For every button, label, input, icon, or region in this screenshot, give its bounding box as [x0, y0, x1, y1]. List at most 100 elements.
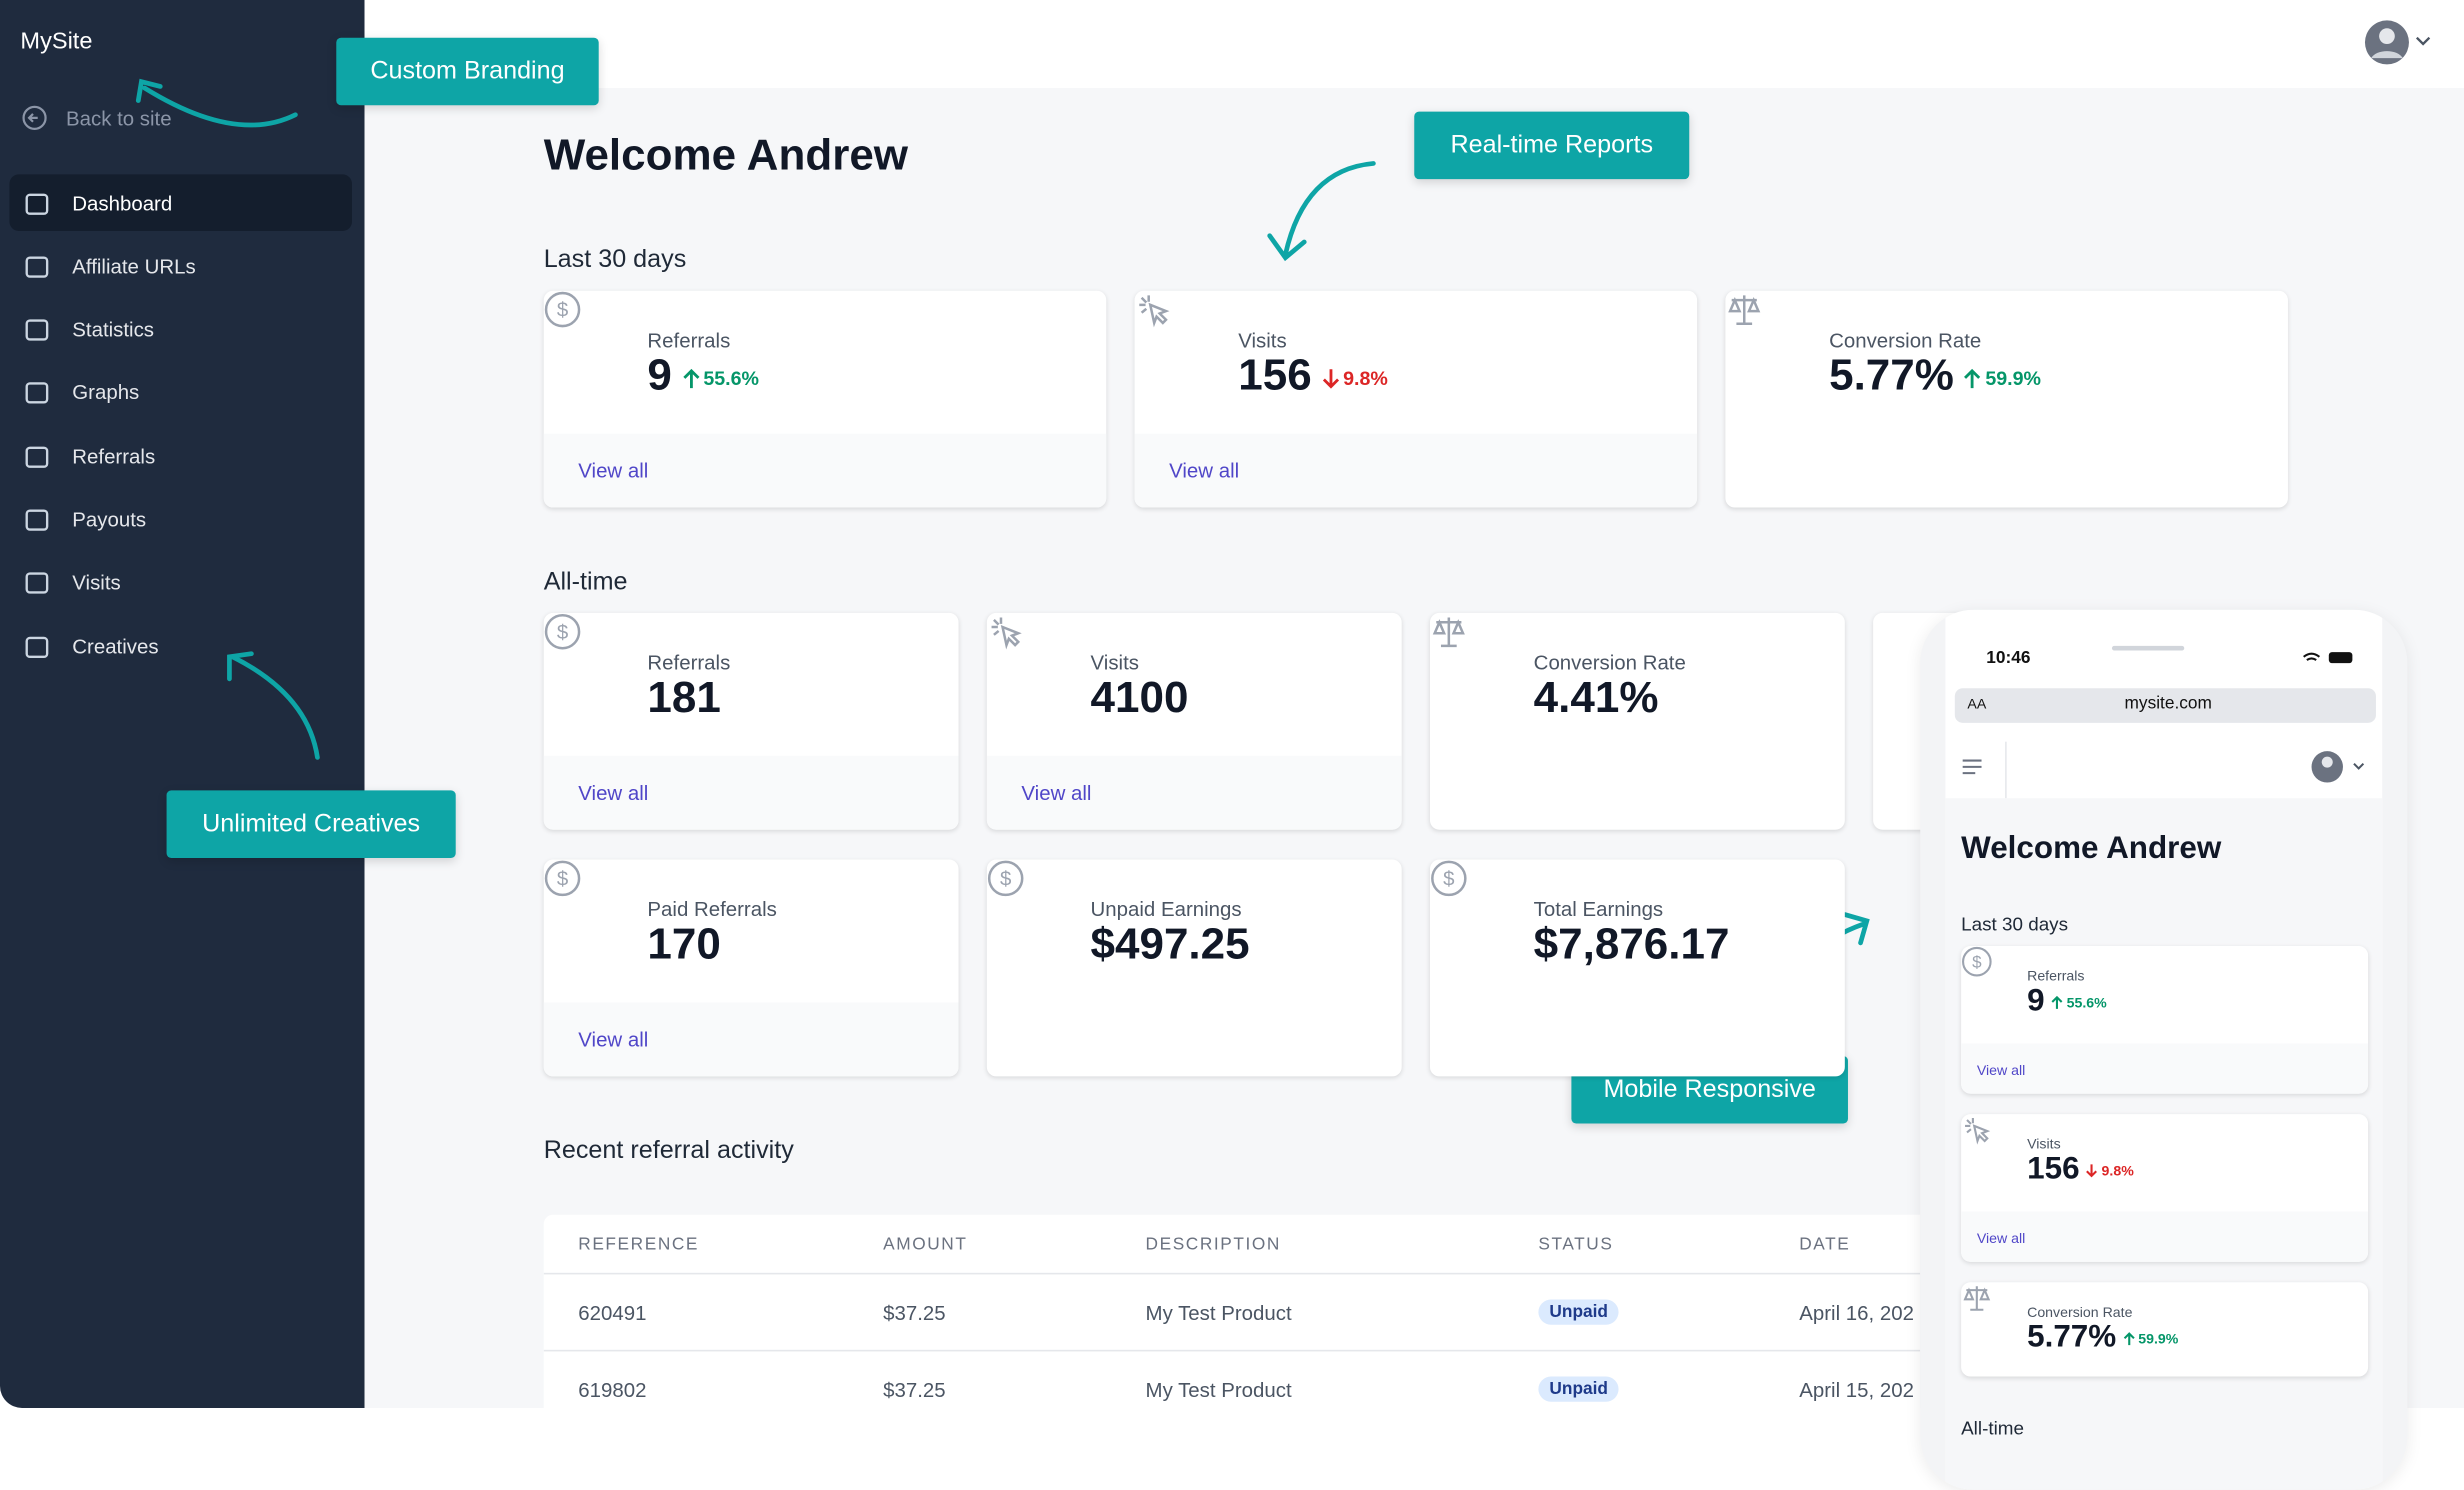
back-link[interactable]: Back to site	[22, 105, 172, 130]
rect	[25, 636, 49, 658]
row-divider	[543, 1272, 1921, 1275]
rect	[25, 509, 49, 531]
status-badge: Unpaid	[1538, 1299, 1619, 1325]
change-value: 55.6%	[2066, 994, 2107, 1011]
card-footer	[1961, 1211, 2369, 1262]
card-icon: $	[987, 860, 1024, 897]
nav-item[interactable]: Referrals	[9, 428, 352, 485]
card-icon: $	[544, 613, 581, 650]
nav-label: Creatives	[72, 634, 159, 658]
row-divider	[543, 1349, 1921, 1351]
shape	[991, 617, 1022, 650]
change-value: 9.8%	[1343, 367, 1388, 390]
card-value: 156	[1238, 350, 1312, 400]
card-value: 9	[2027, 983, 2045, 1019]
nav-item[interactable]: Payouts	[9, 491, 352, 548]
change-value: 59.9%	[2138, 1330, 2179, 1347]
text-size[interactable]: AA	[1967, 696, 1987, 712]
card-value-row: 170	[647, 919, 720, 969]
nav-item[interactable]: Affiliate URLs	[9, 238, 352, 295]
text: $	[557, 868, 569, 890]
phone-mockup: 10:46 AA mysite.com Welcome Andrew Last …	[1920, 609, 2408, 1490]
change-arrow	[2051, 995, 2063, 1009]
nav-item[interactable]: Graphs	[9, 364, 352, 421]
rect	[2328, 652, 2353, 664]
card-value-row: 9 55.6%	[647, 350, 759, 400]
view-all[interactable]: View all	[578, 458, 649, 483]
change-arrow	[2086, 1164, 2098, 1178]
nav-icon	[25, 446, 49, 468]
card-footer	[543, 1002, 959, 1077]
stat-card: $ Unpaid Earnings $497.25	[986, 859, 1402, 1077]
nav-item[interactable]: Creatives	[9, 618, 352, 675]
rect	[25, 382, 49, 405]
card-label: Referrals	[647, 650, 731, 675]
shape	[1963, 1286, 1991, 1311]
card-value-row: 9 55.6%	[2027, 984, 2107, 1020]
hamburger[interactable]	[1961, 757, 1983, 776]
view-all[interactable]: View all	[578, 1027, 649, 1052]
status-cell: Unpaid	[1538, 1374, 1619, 1401]
card-value: $7,876.17	[1533, 919, 1730, 968]
card-label: Visits	[1090, 650, 1139, 675]
shape	[2415, 36, 2431, 46]
nav-icon	[25, 256, 49, 278]
shape	[1139, 295, 1170, 328]
column-header: AMOUNT	[883, 1235, 968, 1254]
shape	[2353, 762, 2365, 770]
stat-card: Visits 156 9.8% View all	[1134, 290, 1698, 508]
change-value: 9.8%	[2101, 1162, 2134, 1179]
table-cell: 619802	[578, 1377, 647, 1401]
nav-item[interactable]: Dashboard	[9, 174, 352, 231]
stat-card: Conversion Rate 5.77% 59.9%	[1725, 290, 2288, 508]
callout: Custom Branding	[336, 37, 599, 106]
mobile-section: Last 30 days	[1961, 912, 2069, 935]
stat-card: Conversion Rate 4.41%	[1429, 612, 1845, 830]
card-value-row: 181	[647, 673, 720, 723]
card-value-row: 156 9.8%	[1238, 350, 1388, 400]
callout: Real-time Reports	[1414, 111, 1690, 180]
text: $	[1443, 868, 1455, 890]
card-value: 181	[647, 672, 721, 722]
view-all[interactable]: View all	[578, 780, 649, 805]
text: $	[1000, 868, 1012, 890]
topbar	[364, 0, 2464, 88]
nav-item[interactable]: Statistics	[9, 301, 352, 358]
card-footer	[986, 755, 1402, 830]
nav-label: Visits	[72, 570, 121, 595]
view-all[interactable]: View all	[1021, 780, 1092, 805]
table-cell: My Test Product	[1145, 1377, 1292, 1401]
nav-label: Affiliate URLs	[72, 254, 196, 278]
card-footer	[1961, 1043, 2369, 1094]
view-all[interactable]: View all	[1169, 458, 1240, 483]
nav-icon	[25, 509, 49, 531]
section-title: Last 30 days	[543, 246, 687, 274]
stat-card: $ Referrals 9 55.6% View all	[543, 290, 1107, 508]
card-change: 9.8%	[2086, 1163, 2134, 1179]
sidebar: MySite Back to site	[0, 0, 365, 1408]
shape	[1965, 1118, 1991, 1145]
shape	[2051, 995, 2063, 1009]
shape	[135, 78, 298, 128]
card-label: Conversion Rate	[2027, 1304, 2133, 1320]
card-icon: $	[1431, 860, 1467, 897]
avatar-menu[interactable]	[2360, 19, 2432, 66]
change-arrow	[1964, 368, 1981, 389]
status-icons	[2303, 652, 2353, 664]
card-footer	[543, 433, 1107, 508]
nav-item[interactable]: Visits	[9, 554, 352, 611]
card-label: Conversion Rate	[1533, 650, 1686, 675]
view-all[interactable]: View all	[1976, 1062, 2026, 1078]
text: $	[557, 622, 569, 644]
nav-label: Graphs	[72, 380, 140, 405]
view-all[interactable]: View all	[1976, 1230, 2026, 1247]
mobile-avatar[interactable]	[2310, 750, 2367, 785]
card-icon	[1139, 295, 1170, 328]
circle	[544, 860, 581, 897]
card-footer	[1134, 433, 1698, 508]
card-label: Total Earnings	[1533, 897, 1664, 921]
stat-card: Visits 4100 View all	[986, 612, 1402, 830]
mobile-card: Conversion Rate 5.77% 59.9%	[1961, 1282, 2369, 1377]
